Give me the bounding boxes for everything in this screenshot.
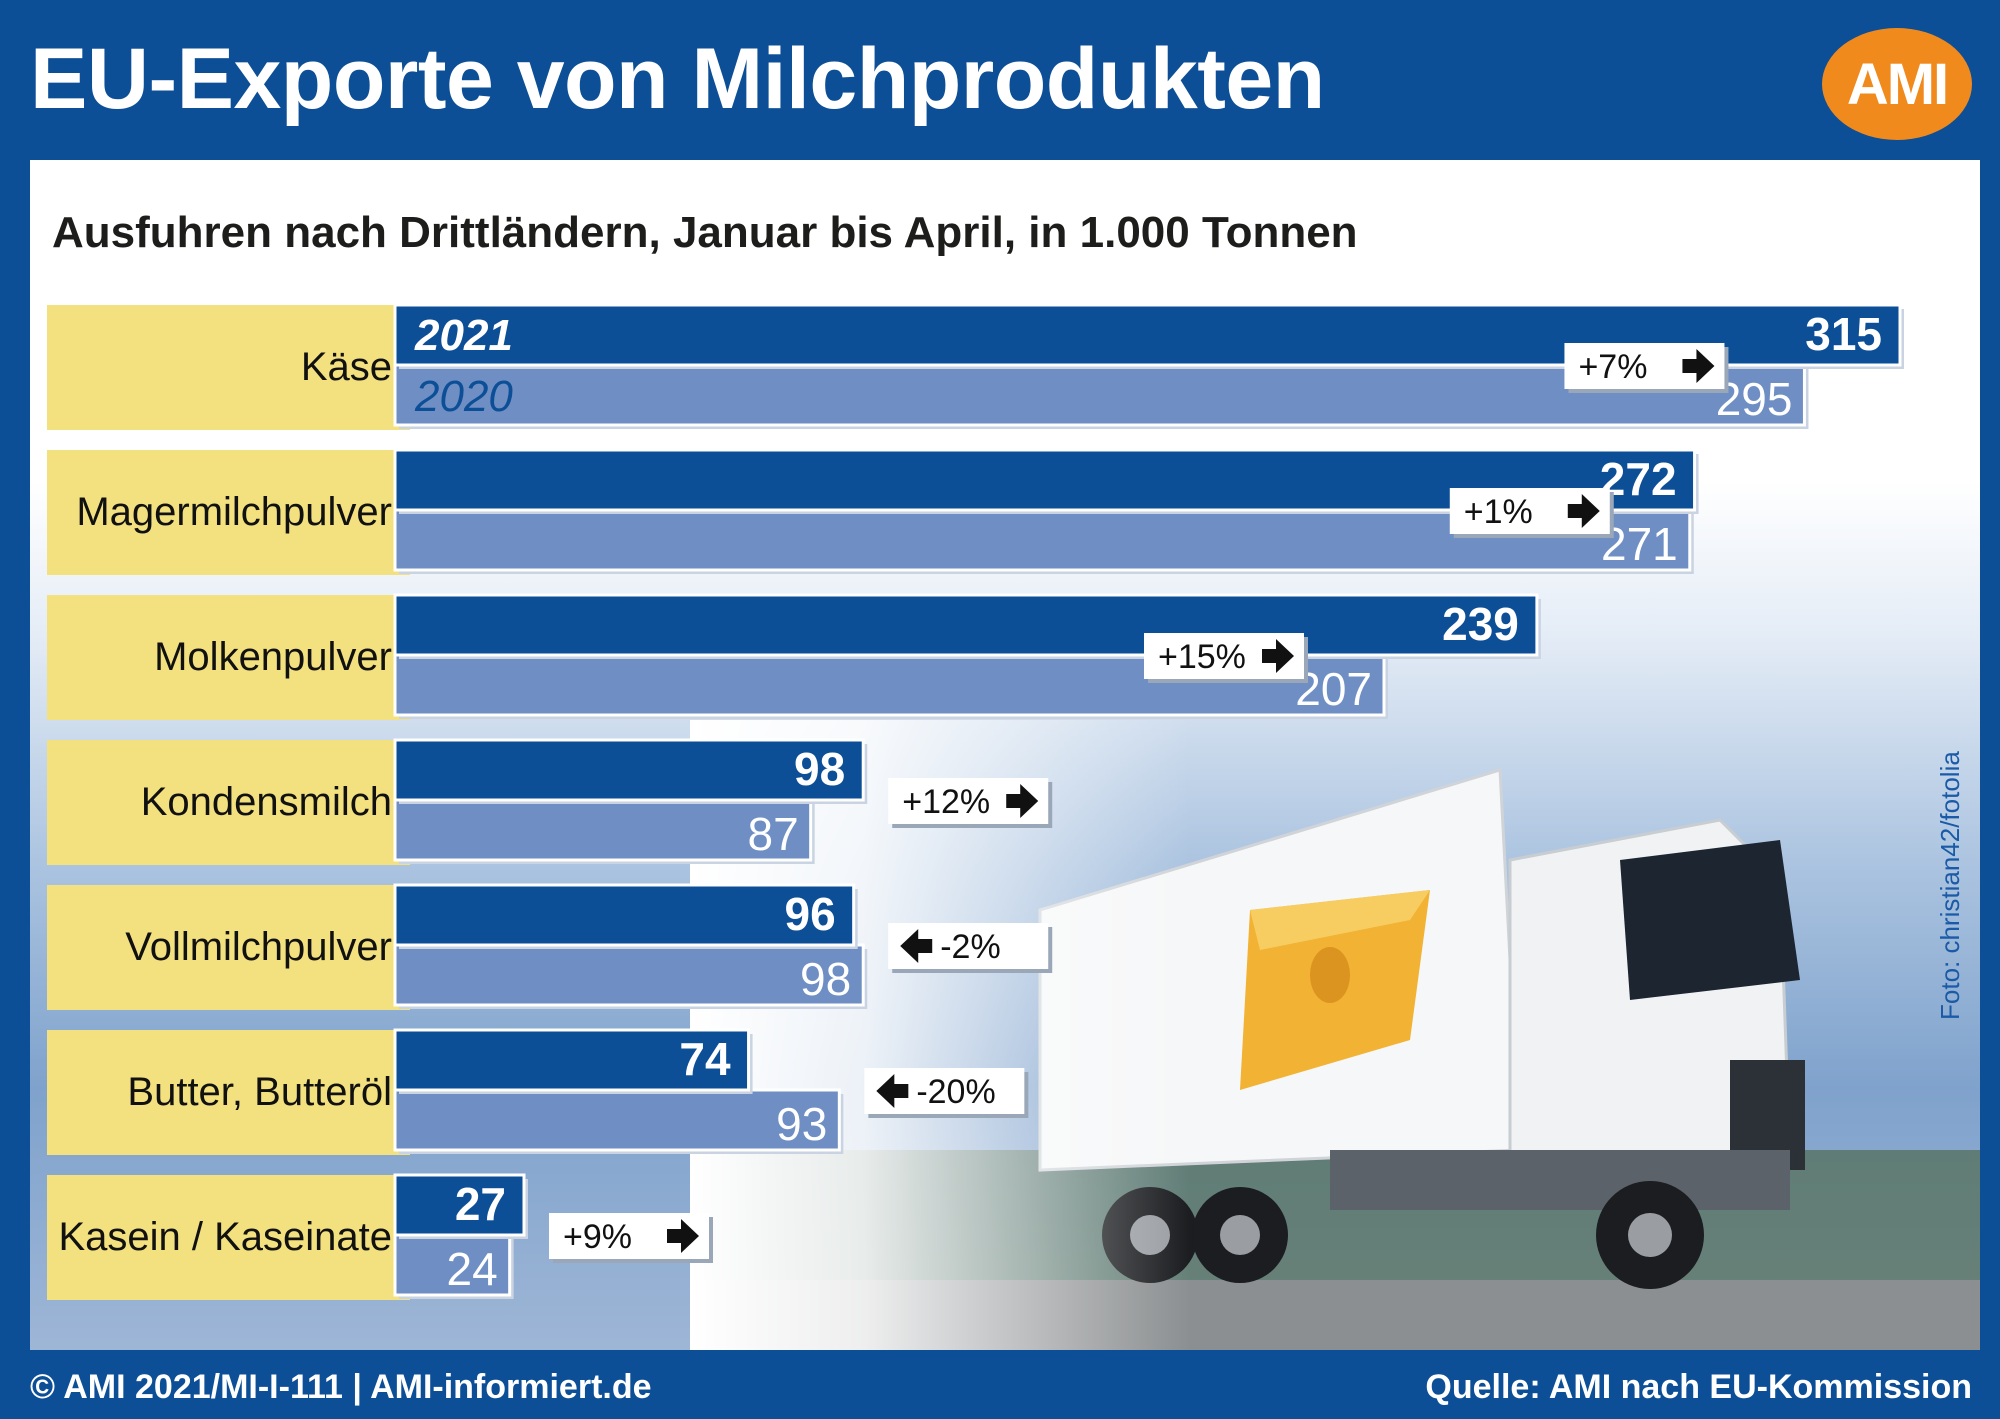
change-label: +1% <box>1464 493 1533 531</box>
arrow-right-icon <box>1567 494 1600 528</box>
bar-2021 <box>393 883 856 947</box>
footer-copyright: © AMI 2021/MI-I-111 | AMI-informiert.de <box>30 1368 652 1406</box>
value-label-2020: 93 <box>776 1098 827 1150</box>
arrow-right-icon <box>1006 784 1039 818</box>
legend-2021: 2021 <box>414 311 513 360</box>
value-label-2021: 98 <box>794 743 845 795</box>
category-row: Butter, Butteröl 93 74 -20% <box>47 1028 1029 1155</box>
bar-2021 <box>393 1028 751 1092</box>
bar-2021 <box>393 303 1902 367</box>
arrow-right-icon <box>667 1219 699 1253</box>
category-label-box <box>47 450 410 575</box>
category-row: Kasein / Kaseinate 24 27 +9% <box>47 1173 713 1300</box>
category-label-box <box>47 885 410 1010</box>
photo-credit: Foto: christian42/fotolia <box>1935 751 1965 1020</box>
value-label-2020: 271 <box>1601 518 1678 570</box>
category-label-box <box>47 595 410 720</box>
category-label-box <box>47 1175 410 1300</box>
value-label-2021: 315 <box>1805 308 1882 360</box>
category-row: Molkenpulver 207 239 +15% <box>47 593 1541 720</box>
change-label: +7% <box>1578 348 1647 386</box>
page-title: EU-Exporte von Milchprodukten <box>30 31 1325 127</box>
change-label: +9% <box>563 1218 632 1256</box>
arrow-left-icon <box>876 1074 909 1108</box>
value-label-2021: 74 <box>679 1033 731 1085</box>
footer-source: Quelle: AMI nach EU-Kommission <box>1425 1368 1972 1406</box>
chart-subtitle: Ausfuhren nach Drittländern, Januar bis … <box>52 208 1358 257</box>
change-label: -2% <box>940 928 1000 966</box>
category-row: Kondensmilch 87 98 +12% <box>47 738 1053 865</box>
bar-2021 <box>393 1173 526 1237</box>
category-label: Käse <box>301 345 392 389</box>
category-label: Butter, Butteröl <box>127 1070 392 1114</box>
bar-2020 <box>393 1088 841 1152</box>
chart-panel: Ausfuhren nach Drittländern, Januar bis … <box>30 160 1980 1350</box>
truck-illustration <box>690 720 1980 1350</box>
bar-2021 <box>393 593 1539 657</box>
category-label: Vollmilchpulver <box>125 925 392 969</box>
category-label: Kasein / Kaseinate <box>58 1215 392 1259</box>
bar-2020 <box>393 943 865 1007</box>
value-label-2020: 24 <box>446 1243 497 1295</box>
arrow-right-icon <box>1262 639 1294 673</box>
value-label-2021: 96 <box>784 888 835 940</box>
bar-2021 <box>393 448 1697 512</box>
change-label: +15% <box>1158 638 1246 676</box>
category-label: Magermilchpulver <box>76 490 392 534</box>
category-label-box <box>47 1030 410 1155</box>
bar-2020 <box>393 798 813 862</box>
legend-2020: 2020 <box>414 372 513 421</box>
ami-logo: AMI <box>1822 28 1972 140</box>
category-label: Kondensmilch <box>141 780 392 824</box>
value-label-2021: 239 <box>1442 598 1519 650</box>
value-label-2020: 87 <box>747 808 798 860</box>
value-label-2020: 295 <box>1716 373 1793 425</box>
change-label: +12% <box>902 783 990 821</box>
category-row: Vollmilchpulver 98 96 -2% <box>47 883 1053 1010</box>
value-label-2021: 27 <box>455 1178 506 1230</box>
arrow-right-icon <box>1682 349 1715 383</box>
arrow-left-icon <box>900 929 933 963</box>
category-label-box <box>47 305 410 430</box>
value-label-2020: 98 <box>800 953 851 1005</box>
value-label-2020: 207 <box>1295 663 1372 715</box>
category-label-box <box>47 740 410 865</box>
change-label: -20% <box>916 1073 995 1111</box>
category-label: Molkenpulver <box>154 635 392 679</box>
bar-2021 <box>393 738 865 802</box>
